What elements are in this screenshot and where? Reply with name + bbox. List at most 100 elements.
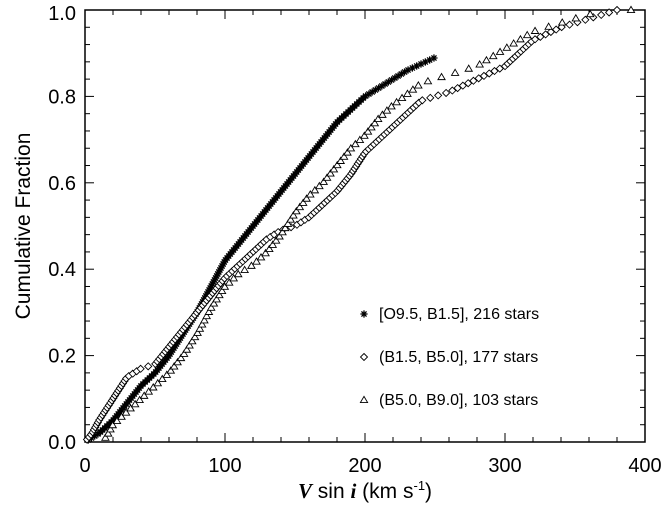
point-diamond-141 [426, 93, 435, 103]
point-diamond-140 [418, 96, 427, 105]
legend-marker-diamond [359, 352, 369, 362]
point-triangle-26 [193, 328, 202, 336]
point-triangle-80 [387, 101, 396, 110]
point-triangle-58 [302, 194, 311, 202]
data-points [82, 5, 636, 444]
point-asterisk-3 [91, 432, 99, 440]
point-triangle-73 [360, 131, 369, 139]
point-diamond-146 [458, 81, 468, 90]
point-triangle-4 [108, 420, 118, 429]
point-asterisk-85 [215, 268, 223, 276]
point-asterisk-88 [218, 262, 226, 270]
point-triangle-38 [224, 278, 234, 286]
point-triangle-93 [495, 47, 505, 55]
point-asterisk-181 [387, 76, 396, 84]
y-tick-label-0.2: 0.2 [48, 346, 76, 368]
point-asterisk-182 [391, 74, 399, 82]
point-asterisk-74 [203, 290, 211, 298]
point-triangle-81 [392, 97, 401, 106]
x-axis-title-v: V [298, 479, 314, 503]
point-triangle-8 [126, 403, 135, 412]
x-axis-title-unit: (km s [356, 480, 413, 503]
point-asterisk-174 [365, 90, 373, 98]
legend-marker-asterisk [360, 310, 368, 318]
point-triangle-39 [229, 273, 239, 282]
point-asterisk-185 [400, 68, 409, 76]
point-asterisk-81 [210, 276, 219, 284]
point-triangle-18 [169, 362, 179, 370]
point-triangle-86 [423, 76, 433, 85]
point-triangle-98 [530, 26, 540, 34]
point-triangle-21 [179, 349, 189, 357]
point-asterisk-80 [209, 278, 218, 286]
point-diamond-165 [530, 35, 540, 44]
point-triangle-102 [585, 9, 595, 18]
point-triangle-55 [292, 206, 301, 215]
legend-symbol-diamond [359, 352, 369, 362]
point-triangle-74 [363, 127, 373, 135]
point-diamond-176 [604, 8, 614, 17]
point-triangle-43 [252, 257, 261, 265]
y-axis-title: Cumulative Fraction [12, 133, 35, 320]
point-diamond-147 [464, 79, 473, 88]
point-diamond-152 [490, 66, 499, 76]
point-triangle-84 [408, 85, 418, 93]
point-triangle-61 [314, 181, 324, 190]
point-diamond-167 [541, 30, 550, 39]
legend-marker-triangle [359, 395, 369, 403]
point-triangle-65 [329, 164, 339, 173]
point-triangle-64 [326, 169, 335, 177]
point-triangle-52 [283, 219, 293, 227]
point-asterisk-180 [384, 78, 392, 86]
point-triangle-46 [264, 244, 274, 253]
point-triangle-99 [544, 22, 554, 30]
point-triangle-42 [247, 261, 256, 269]
x-axis-title-exponent: -1 [413, 478, 425, 493]
legend-label-b15-b50: (B1.5, B5.0], 177 stars [379, 349, 538, 366]
point-asterisk-173 [362, 92, 370, 100]
point-triangle-34 [212, 294, 222, 303]
point-asterisk-178 [378, 82, 386, 90]
point-triangle-75 [366, 122, 376, 131]
point-triangle-16 [162, 370, 172, 378]
point-triangle-13 [148, 382, 158, 391]
point-asterisk-183 [394, 72, 402, 80]
y-tick-labels: 0.0 0.2 0.4 0.6 0.8 1.0 [48, 3, 76, 454]
point-triangle-91 [482, 55, 491, 64]
point-triangle-19 [173, 357, 182, 366]
point-asterisk-179 [381, 80, 389, 88]
point-asterisk-176 [371, 86, 379, 94]
point-asterisk-83 [213, 272, 221, 280]
point-triangle-28 [197, 320, 207, 328]
x-axis-title: V sin i (km s-1) [298, 478, 432, 503]
point-triangle-59 [305, 190, 315, 198]
point-asterisk-191 [426, 56, 434, 64]
point-triangle-41 [240, 265, 250, 274]
point-triangle-78 [378, 110, 387, 118]
x-tick-label-100: 100 [208, 455, 241, 477]
point-asterisk-186 [404, 66, 412, 74]
point-triangle-23 [185, 341, 194, 349]
point-triangle-57 [298, 198, 308, 206]
point-triangle-15 [157, 374, 167, 383]
point-asterisk-84 [214, 270, 222, 278]
point-triangle-40 [233, 269, 243, 278]
point-triangle-62 [319, 177, 329, 185]
point-triangle-27 [195, 324, 205, 332]
point-triangle-45 [261, 248, 270, 257]
legend-symbol-triangle [359, 395, 369, 403]
x-tick-label-0: 0 [79, 455, 90, 477]
point-triangle-82 [397, 93, 407, 102]
point-triangle-3 [106, 424, 115, 433]
legend-label-b50-b90: (B5.0, B9.0], 103 stars [379, 392, 538, 409]
point-triangle-37 [220, 282, 230, 290]
point-diamond-166 [536, 32, 545, 41]
y-tick-label-0.4: 0.4 [48, 259, 76, 281]
point-asterisk-177 [375, 84, 383, 92]
point-triangle-51 [280, 223, 290, 232]
point-triangle-1 [101, 433, 110, 441]
point-triangle-11 [139, 391, 149, 399]
y-tick-label-1.0: 1.0 [48, 3, 76, 25]
point-triangle-9 [130, 399, 140, 408]
